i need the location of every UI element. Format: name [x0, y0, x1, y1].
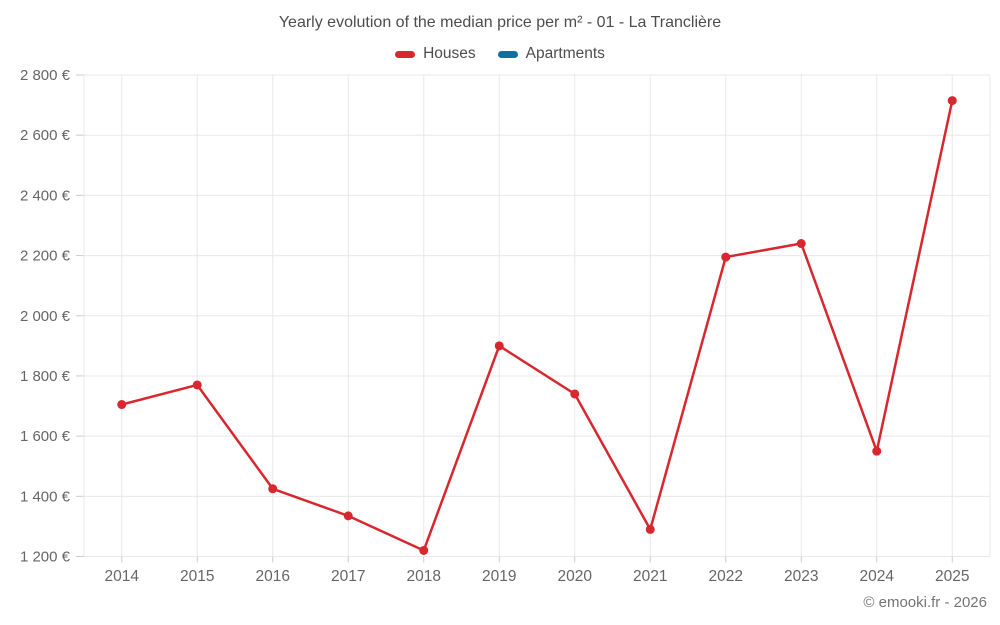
y-axis-label: 2 400 €: [20, 187, 71, 204]
data-point-houses-2025[interactable]: [947, 96, 957, 106]
data-point-houses-2017[interactable]: [343, 511, 353, 521]
data-point-houses-2016[interactable]: [268, 484, 278, 494]
legend-item-apartments[interactable]: Apartments: [497, 45, 605, 63]
chart-legend: Houses Apartments: [0, 45, 1000, 63]
x-axis-label: 2022: [709, 568, 743, 585]
houses-series-swatch-icon: [395, 50, 416, 58]
data-point-houses-2019[interactable]: [494, 341, 504, 351]
y-axis-label: 2 800 €: [20, 67, 71, 84]
x-axis-label: 2024: [860, 568, 895, 585]
y-axis-label: 2 600 €: [20, 127, 71, 144]
data-point-houses-2021[interactable]: [645, 524, 655, 534]
y-axis-label: 1 600 €: [20, 428, 71, 445]
data-point-houses-2023[interactable]: [796, 239, 806, 249]
x-axis-label: 2020: [558, 568, 593, 585]
y-axis-label: 2 000 €: [20, 308, 71, 325]
x-axis-label: 2021: [633, 568, 667, 585]
legend-label-apartments: Apartments: [525, 45, 605, 62]
legend-item-houses[interactable]: Houses: [395, 45, 476, 63]
x-axis-label: 2016: [256, 568, 290, 585]
x-axis-label: 2023: [784, 568, 818, 585]
copyright-credit: © emooki.fr - 2026: [863, 594, 987, 611]
apartments-series-swatch-icon: [497, 50, 518, 58]
y-axis-label: 1 400 €: [20, 488, 71, 505]
data-point-houses-2022[interactable]: [721, 252, 731, 262]
y-axis-label: 1 800 €: [20, 368, 71, 385]
x-axis-label: 2017: [331, 568, 365, 585]
legend-label-houses: Houses: [423, 45, 476, 62]
x-axis-label: 2019: [482, 568, 516, 585]
x-axis-label: 2015: [180, 568, 214, 585]
data-point-houses-2020[interactable]: [570, 389, 580, 399]
data-point-houses-2014[interactable]: [117, 400, 127, 410]
x-axis-label: 2014: [105, 568, 140, 585]
x-axis-label: 2025: [935, 568, 969, 585]
data-point-houses-2024[interactable]: [872, 446, 882, 456]
series-line-houses: [120, 99, 954, 552]
chart-title: Yearly evolution of the median price per…: [278, 14, 722, 31]
data-point-houses-2015[interactable]: [192, 380, 202, 390]
y-axis-label: 1 200 €: [20, 549, 71, 566]
y-axis-label: 2 200 €: [20, 248, 71, 265]
x-axis-label: 2018: [407, 568, 441, 585]
data-point-houses-2018[interactable]: [419, 545, 429, 555]
